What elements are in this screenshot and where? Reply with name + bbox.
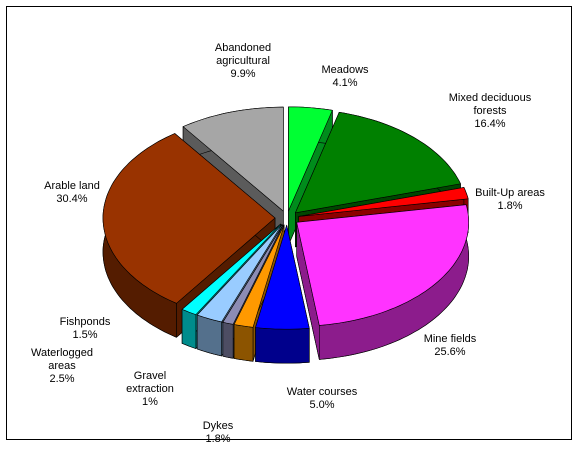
category-name: Water courses <box>286 386 358 398</box>
category-name: Fishponds <box>59 316 111 328</box>
slice-wall <box>181 309 197 349</box>
value-label: 1.8% <box>497 200 523 212</box>
slice-label: Waterlogged areas 2.5% <box>22 347 102 386</box>
category-name: Gravel extraction <box>126 370 174 395</box>
slice <box>102 133 276 304</box>
value-label: 5.0% <box>309 399 335 411</box>
category-name: Mine fields <box>423 333 477 345</box>
category-name: Arable land <box>44 180 100 192</box>
slice-label: Water courses 5.0% <box>272 386 372 412</box>
slice <box>288 106 333 212</box>
category-name: Abandoned agricultural <box>214 42 272 67</box>
slice <box>298 187 469 217</box>
slice-label: Meadows 4.1% <box>310 64 380 90</box>
slice <box>233 224 285 328</box>
value-label: 1% <box>142 396 158 408</box>
category-name: Waterlogged areas <box>31 347 93 372</box>
slice-label: Abandoned agricultural 9.9% <box>198 42 288 81</box>
slice-wall <box>255 327 310 364</box>
slice-label: Mixed deciduous forests 16.4% <box>435 92 545 131</box>
category-name: Mixed deciduous forests <box>448 92 532 117</box>
slice <box>181 223 281 315</box>
slice <box>296 204 469 326</box>
slice-wall <box>233 324 254 362</box>
slice-wall <box>222 321 234 359</box>
slice <box>182 106 284 212</box>
value-label: 9.9% <box>230 68 256 80</box>
slice <box>196 224 283 323</box>
value-label: 30.4% <box>56 193 88 205</box>
chart-frame <box>6 6 572 440</box>
slice-label: Mine fields 25.6% <box>405 333 495 359</box>
slice-label: Built-Up areas 1.8% <box>455 187 565 213</box>
slice <box>222 224 284 325</box>
value-label: 1.5% <box>72 329 98 341</box>
slice-label: Arable land 30.4% <box>32 180 112 206</box>
category-name: Meadows <box>321 64 369 76</box>
value-label: 2.5% <box>49 373 75 385</box>
value-label: 4.1% <box>332 77 358 89</box>
slice <box>255 224 310 330</box>
slice-label: Fishponds 1.5% <box>50 316 120 342</box>
category-name: Dykes <box>202 420 234 432</box>
value-label: 25.6% <box>434 346 466 358</box>
slice-label: Dykes 1.8% <box>188 420 248 446</box>
category-name: Built-Up areas <box>475 187 545 199</box>
value-label: 1.8% <box>205 433 231 445</box>
value-label: 16.4% <box>474 118 506 130</box>
slice <box>295 112 461 214</box>
slice-label: Gravel extraction 1% <box>120 370 180 409</box>
